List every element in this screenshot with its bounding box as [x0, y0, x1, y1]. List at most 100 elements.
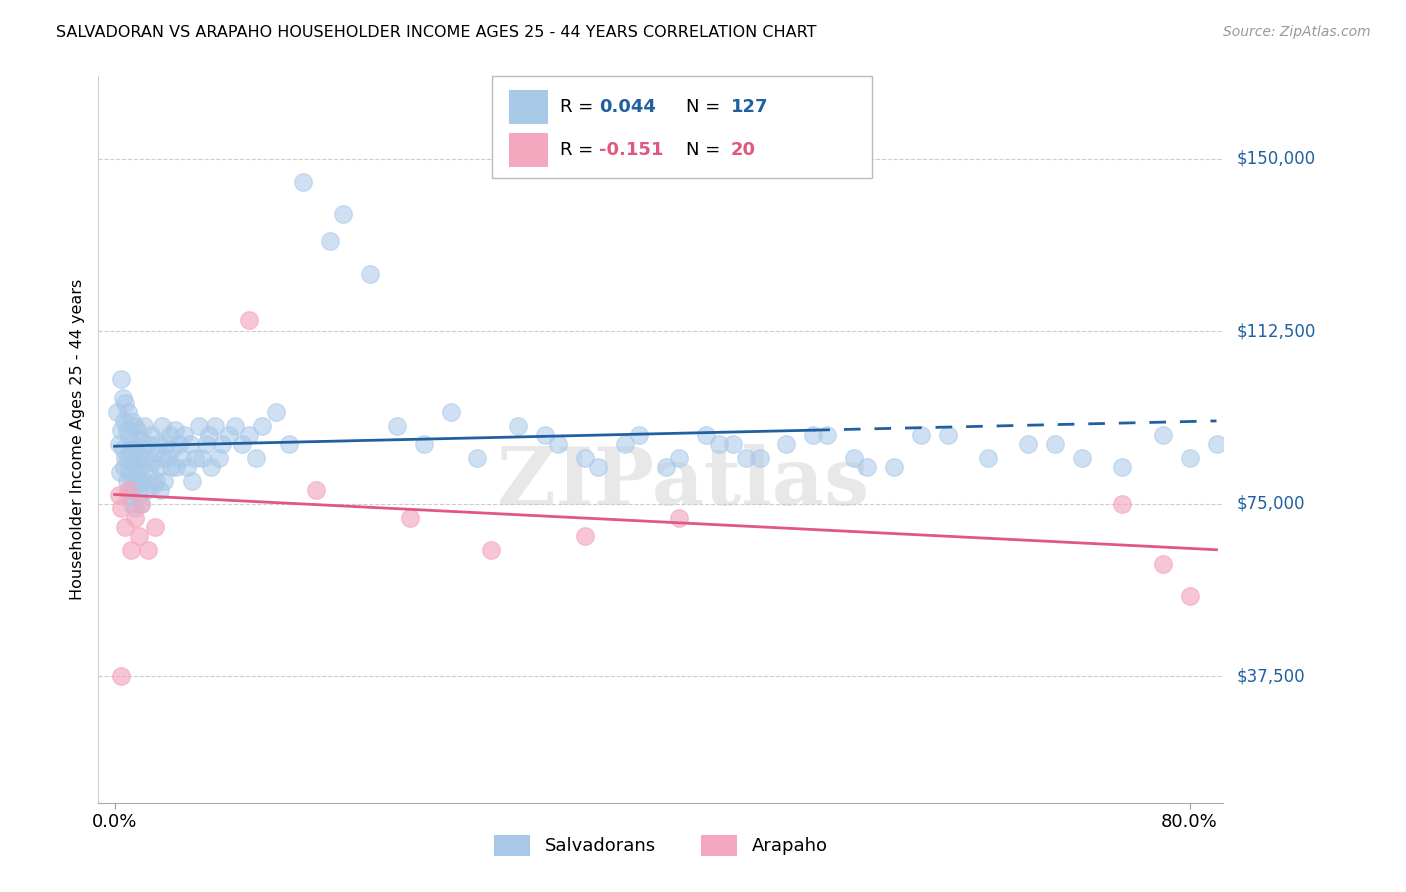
- Point: [131, 459, 153, 474]
- Point: [574, 450, 596, 465]
- Point: [170, 450, 193, 465]
- Text: $75,000: $75,000: [1237, 495, 1306, 513]
- Point: [1111, 459, 1133, 474]
- Point: [114, 395, 136, 409]
- Point: [111, 442, 134, 456]
- Point: [775, 437, 797, 451]
- Point: [122, 437, 145, 451]
- Point: [128, 487, 150, 501]
- Point: [264, 405, 287, 419]
- Point: [107, 437, 129, 451]
- Point: [709, 437, 731, 451]
- Point: [132, 474, 155, 488]
- Point: [208, 450, 231, 465]
- Point: [238, 427, 260, 442]
- Point: [122, 474, 145, 488]
- Point: [856, 459, 879, 474]
- Point: [132, 418, 155, 433]
- Point: [204, 418, 226, 433]
- Point: [1232, 427, 1254, 442]
- Point: [131, 497, 153, 511]
- Point: [112, 459, 135, 474]
- Point: [167, 437, 190, 451]
- Point: [231, 437, 253, 451]
- Point: [108, 465, 131, 479]
- Point: [115, 423, 138, 437]
- Legend: Salvadorans, Arapaho: Salvadorans, Arapaho: [486, 828, 835, 863]
- Text: 127: 127: [731, 97, 769, 116]
- Point: [120, 483, 142, 497]
- Point: [936, 427, 959, 442]
- Point: [318, 235, 340, 249]
- Point: [1017, 437, 1039, 451]
- Point: [385, 418, 408, 433]
- Y-axis label: Householder Income Ages 25 - 44 years: Householder Income Ages 25 - 44 years: [70, 278, 86, 600]
- Point: [467, 450, 489, 465]
- Point: [152, 450, 174, 465]
- Text: -0.151: -0.151: [599, 141, 664, 159]
- Point: [291, 175, 314, 189]
- Point: [815, 427, 838, 442]
- Point: [173, 427, 195, 442]
- Point: [1178, 450, 1201, 465]
- Point: [163, 423, 186, 437]
- Point: [145, 474, 167, 488]
- Point: [143, 446, 166, 460]
- Point: [149, 483, 172, 497]
- Point: [695, 427, 717, 442]
- Point: [127, 423, 149, 437]
- Point: [224, 418, 246, 433]
- Text: N =: N =: [686, 97, 725, 116]
- Point: [184, 450, 207, 465]
- Point: [131, 497, 153, 511]
- Point: [121, 455, 143, 469]
- Point: [588, 459, 610, 474]
- Point: [211, 437, 233, 451]
- Point: [118, 465, 141, 479]
- Point: [107, 487, 129, 501]
- Text: ZIPatlas: ZIPatlas: [498, 444, 869, 522]
- Point: [883, 459, 905, 474]
- Point: [127, 465, 149, 479]
- Point: [136, 542, 159, 557]
- Point: [245, 450, 267, 465]
- Point: [146, 437, 169, 451]
- Point: [735, 450, 758, 465]
- Point: [157, 450, 180, 465]
- Point: [654, 459, 676, 474]
- Text: 0.044: 0.044: [599, 97, 655, 116]
- Point: [162, 442, 184, 456]
- Point: [506, 418, 529, 433]
- Text: $150,000: $150,000: [1237, 150, 1316, 168]
- Point: [252, 418, 274, 433]
- Point: [117, 450, 139, 465]
- Point: [120, 442, 142, 456]
- Point: [748, 450, 770, 465]
- Point: [160, 459, 183, 474]
- Point: [181, 474, 204, 488]
- Point: [134, 450, 156, 465]
- Point: [194, 437, 217, 451]
- Text: R =: R =: [560, 97, 599, 116]
- Point: [117, 405, 139, 419]
- Point: [105, 405, 128, 419]
- Point: [218, 427, 240, 442]
- Point: [1111, 497, 1133, 511]
- Text: $37,500: $37,500: [1237, 667, 1306, 685]
- Point: [129, 474, 152, 488]
- Point: [574, 529, 596, 543]
- Point: [668, 450, 690, 465]
- Point: [124, 418, 146, 433]
- Point: [359, 267, 381, 281]
- Point: [332, 207, 354, 221]
- Point: [547, 437, 569, 451]
- Point: [143, 520, 166, 534]
- Point: [176, 459, 198, 474]
- Point: [479, 542, 502, 557]
- Point: [977, 450, 1000, 465]
- Point: [125, 478, 148, 492]
- Point: [1258, 459, 1281, 474]
- Point: [117, 487, 139, 501]
- Text: $112,500: $112,500: [1237, 322, 1316, 340]
- Point: [191, 450, 214, 465]
